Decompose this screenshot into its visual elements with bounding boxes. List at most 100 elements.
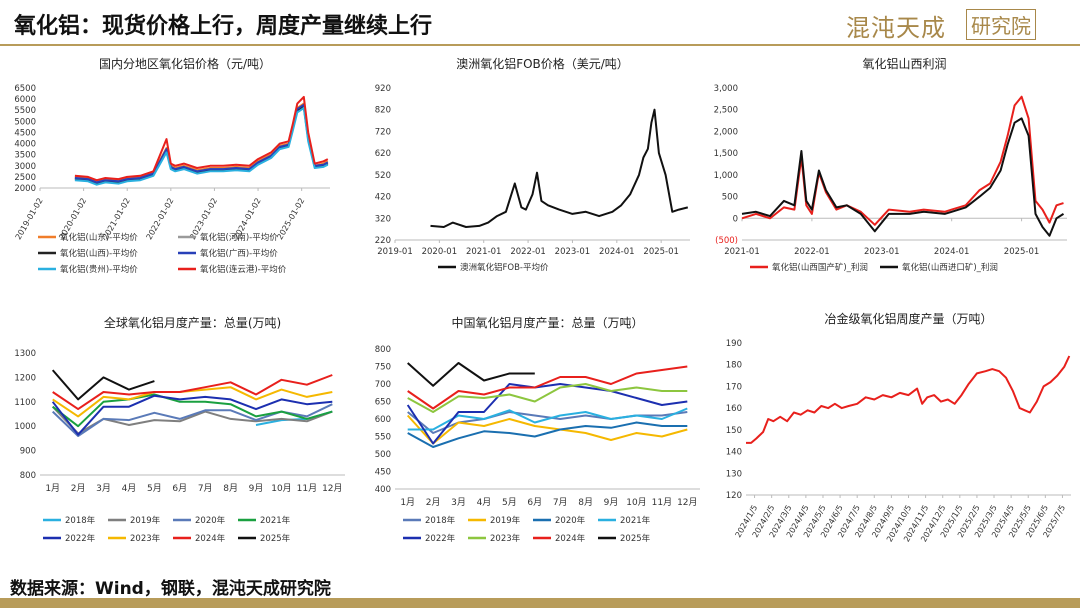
x-tick-label: 2025-01-02 — [275, 197, 306, 242]
x-tick-label: 11月 — [297, 483, 317, 494]
legend-label: 2022年 — [425, 533, 456, 544]
y-tick-label: 800 — [20, 471, 36, 481]
y-tick-label: 1,500 — [714, 149, 738, 159]
y-tick-label: 750 — [375, 363, 391, 373]
y-tick-label: 0 — [733, 214, 738, 224]
y-tick-label: 1100 — [14, 398, 36, 408]
x-tick-label: 8月 — [578, 497, 593, 508]
x-tick-label: 5月 — [502, 497, 517, 508]
y-tick-label: 320 — [375, 214, 391, 224]
y-tick-label: 160 — [726, 404, 742, 414]
y-tick-label: 1300 — [14, 349, 36, 359]
chart-title: 中国氧化铝月度产量：总量（万吨） — [451, 315, 643, 330]
series-line — [52, 393, 333, 428]
chart-title: 冶金级氧化铝周度产量（万吨） — [824, 311, 992, 326]
legend-label: 2024年 — [195, 533, 226, 544]
series-line — [430, 108, 689, 228]
legend-label: 2022年 — [65, 533, 96, 544]
x-tick-label: 2020-01 — [422, 247, 458, 257]
y-tick-label: 150 — [726, 426, 742, 436]
x-tick-label: 2024-01 — [599, 247, 635, 257]
y-tick-label: 2,000 — [714, 127, 738, 137]
y-tick-label: 130 — [726, 469, 742, 479]
series-line — [741, 95, 1064, 226]
data-source-note: 数据来源：Wind，钢联，混沌天成研究院 — [10, 579, 331, 599]
x-tick-label: 9月 — [604, 497, 619, 508]
legend-label: 2023年 — [130, 533, 161, 544]
y-tick-label: 4500 — [14, 128, 36, 138]
chart-china-monthly-output: 中国氧化铝月度产量：总量（万吨） 400 450 500 550 600 650 700 750… — [375, 315, 700, 544]
x-tick-label: 2022-01 — [510, 247, 546, 257]
x-tick-label: 12月 — [677, 497, 697, 508]
x-tick-label: 2月 — [426, 497, 441, 508]
x-tick-label: 2021-01 — [724, 247, 760, 257]
legend-label: 氧化铝(河南)-平均价 — [200, 232, 278, 243]
legend-label: 2019年 — [130, 515, 161, 526]
y-tick-label: 190 — [726, 339, 742, 349]
y-tick-label: 1000 — [14, 422, 36, 432]
series-line — [406, 383, 688, 445]
series-line — [52, 374, 333, 411]
y-tick-label: 520 — [375, 171, 391, 181]
legend-label: 氧化铝(山西国产矿)_利润 — [772, 262, 868, 273]
y-tick-label: 220 — [375, 236, 391, 246]
x-tick-label: 10月 — [271, 483, 291, 494]
x-tick-label: 4月 — [122, 483, 137, 494]
footer-bar — [0, 598, 1080, 608]
brand-logo: 混沌天成 研究院 — [846, 6, 1066, 42]
x-tick-label: 2025-01 — [1004, 247, 1040, 257]
y-tick-label: 2000 — [14, 184, 36, 194]
y-tick-label: 2,500 — [714, 106, 738, 116]
y-tick-label: (500) — [715, 236, 738, 246]
y-tick-label: 3000 — [14, 162, 36, 172]
series-line — [741, 117, 1065, 237]
chart-global-monthly-output: 全球氧化铝月度产量：总量(万吨) 800 900 1000 1100 1200 1300 1月… — [14, 315, 345, 544]
x-tick-label: 2023-01 — [555, 247, 591, 257]
legend-label: 澳洲氧化铝FOB-平均价 — [460, 262, 549, 273]
y-tick-label: 720 — [375, 127, 391, 137]
series-line — [407, 421, 688, 448]
y-tick-label: 650 — [375, 398, 391, 408]
x-tick-label: 6月 — [527, 497, 542, 508]
x-tick-label: 7月 — [198, 483, 213, 494]
legend-label: 2018年 — [425, 515, 456, 526]
x-tick-label: 5月 — [147, 483, 162, 494]
series-line — [51, 369, 155, 401]
logo-name: 混沌天成 — [846, 14, 946, 42]
x-tick-label: 2021-01 — [466, 247, 502, 257]
series-line — [407, 362, 535, 387]
x-tick-label: 2024-01 — [934, 247, 970, 257]
logo-box-label: 研究院 — [966, 9, 1036, 40]
legend-label: 2021年 — [620, 515, 651, 526]
series-line — [51, 394, 333, 436]
y-tick-label: 920 — [375, 84, 391, 94]
y-tick-label: 4000 — [14, 140, 36, 150]
chart-shanxi-profit: 氧化铝山西利润 (500) 0 500 1,000 1,500 2,000 2,500 3,00… — [714, 56, 1067, 273]
legend-label: 氧化铝(山西)-平均价 — [60, 248, 138, 259]
y-tick-label: 6500 — [14, 84, 36, 94]
y-tick-label: 1,000 — [714, 171, 738, 181]
y-tick-label: 700 — [375, 380, 391, 390]
x-tick-label: 2019-01-02 — [14, 197, 45, 242]
y-tick-label: 170 — [726, 382, 742, 392]
series-line — [74, 95, 329, 182]
x-tick-label: 9月 — [249, 483, 264, 494]
legend-label: 2024年 — [555, 533, 586, 544]
y-tick-label: 800 — [375, 345, 391, 355]
y-tick-label: 1200 — [14, 373, 36, 383]
x-tick-label: 3月 — [451, 497, 466, 508]
series-line — [52, 386, 333, 418]
x-tick-label: 1月 — [400, 497, 415, 508]
legend-label: 氧化铝(山西进口矿)_利润 — [902, 262, 998, 273]
header-divider — [0, 44, 1080, 46]
y-tick-label: 6000 — [14, 95, 36, 105]
x-tick-label: 7月 — [553, 497, 568, 508]
legend-label: 2021年 — [260, 515, 291, 526]
y-tick-label: 140 — [726, 448, 742, 458]
y-tick-label: 120 — [726, 491, 742, 501]
x-tick-label: 10月 — [626, 497, 646, 508]
x-tick-label: 2022-01 — [794, 247, 830, 257]
y-tick-label: 5500 — [14, 106, 36, 116]
legend-label: 氧化铝(广西)-平均价 — [200, 248, 278, 259]
y-tick-label: 600 — [375, 415, 391, 425]
